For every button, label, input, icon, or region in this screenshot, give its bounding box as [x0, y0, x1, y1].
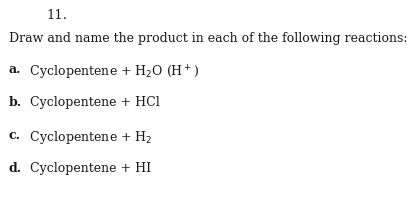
Text: a.: a. — [9, 63, 22, 76]
Text: Cyclopentene + HCl: Cyclopentene + HCl — [26, 96, 160, 109]
Text: Cyclopentene + H$_2$O (H$^+$): Cyclopentene + H$_2$O (H$^+$) — [26, 63, 199, 82]
Text: Cyclopentene + HI: Cyclopentene + HI — [26, 162, 151, 175]
Text: c.: c. — [9, 129, 21, 142]
Text: d.: d. — [9, 162, 22, 175]
Text: 11.: 11. — [47, 9, 68, 22]
Text: Cyclopentene + H$_2$: Cyclopentene + H$_2$ — [26, 129, 153, 146]
Text: b.: b. — [9, 96, 22, 109]
Text: Draw and name the product in each of the following reactions:: Draw and name the product in each of the… — [9, 32, 408, 45]
